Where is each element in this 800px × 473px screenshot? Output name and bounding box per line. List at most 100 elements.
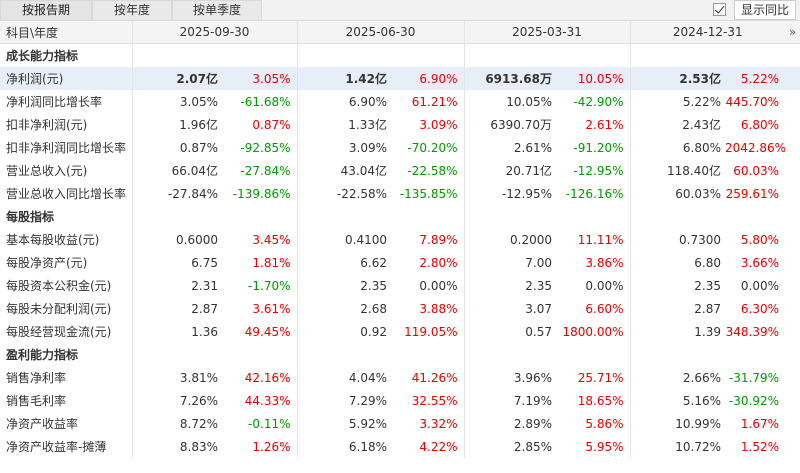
row-label: 营业总收入同比增长率 (6, 187, 127, 201)
table-row: 营业总收入同比增长率 -27.84% -139.86% -22.58% -135.85%… (0, 182, 800, 205)
value-cell: 2.89% (463, 412, 556, 435)
value-cell: 8.83% (131, 435, 222, 458)
value-cell: 2.68 (296, 297, 391, 320)
table-row: 销售毛利率 7.26% 44.33% 7.29% 32.55% 7.19% 18.65% 5.… (0, 389, 800, 412)
row-spacer (785, 412, 800, 435)
value-cell: 2.85% (463, 435, 556, 458)
row-label: 净利润同比增长率 (6, 95, 103, 109)
section-row: 每股指标 (0, 205, 800, 228)
section-row: 盈利能力指标 (0, 343, 800, 366)
value-cell: 10.05% (463, 90, 556, 113)
row-spacer (785, 274, 800, 297)
section-spacer (463, 343, 630, 366)
value-cell: 7.00 (463, 251, 556, 274)
yoy-change-cell: -42.90% (573, 94, 624, 109)
table-row: 营业总收入(元) 66.04亿 -27.84% 43.04亿 -22.58% 20.71亿… (0, 159, 800, 182)
value-cell: 5.22% (629, 90, 725, 113)
section-title: 成长能力指标 (6, 49, 79, 63)
yoy-change-cell: 1.67% (740, 416, 779, 431)
date-header-4: 2024-12-31 (629, 21, 785, 44)
yoy-change-cell: 3.32% (419, 416, 458, 431)
financial-table: 科目\年度 2025-09-30 2025-06-30 2025-03-31 2… (0, 21, 800, 458)
row-label: 每股经营现金流(元) (6, 325, 112, 339)
yoy-change-cell: -70.20% (407, 140, 458, 155)
yoy-change-cell: 4.22% (419, 439, 458, 454)
value-cell: 1.42亿 (296, 67, 391, 90)
yoy-change-cell: 3.61% (252, 301, 291, 316)
value-cell: 0.6000 (131, 228, 222, 251)
row-label: 营业总收入(元) (6, 164, 88, 178)
value-cell: 118.40亿 (629, 159, 725, 182)
yoy-change-cell: 25.71% (577, 370, 624, 385)
yoy-change-cell: 6.60% (585, 301, 624, 316)
tab-bar: 按报告期 按年度 按单季度 显示同比 (0, 0, 800, 21)
yoy-change-cell: 3.45% (252, 232, 291, 247)
compare-checkbox[interactable] (712, 3, 726, 16)
value-cell: 1.36 (131, 320, 222, 343)
yoy-change-cell: 7.89% (419, 232, 458, 247)
value-cell: 2.53亿 (629, 67, 725, 90)
yoy-change-cell: 6.30% (740, 301, 779, 316)
row-spacer (785, 297, 800, 320)
tab-by-quarter[interactable]: 按单季度 (172, 0, 262, 20)
yoy-change-cell: 0.00% (585, 278, 624, 293)
row-spacer (785, 159, 800, 182)
value-cell: 2.43亿 (629, 113, 725, 136)
compare-button[interactable]: 显示同比 (733, 0, 796, 20)
table-row: 扣非净利润(元) 1.96亿 0.87% 1.33亿 3.09% 6390.70万 2.61… (0, 113, 800, 136)
yoy-change-cell: 1.26% (252, 439, 291, 454)
yoy-change-cell: 1800.00% (562, 324, 624, 339)
row-label: 扣非净利润同比增长率 (6, 141, 127, 155)
value-cell: 2.87 (629, 297, 725, 320)
section-spacer (629, 343, 785, 366)
yoy-change-cell: 6.90% (391, 67, 464, 90)
next-page-icon[interactable]: » (785, 21, 800, 44)
yoy-change-cell: 5.95% (585, 439, 624, 454)
yoy-change-cell: 0.87% (252, 117, 291, 132)
section-row: 成长能力指标 (0, 43, 800, 68)
yoy-change-cell: 119.05% (404, 324, 458, 339)
value-cell: 6390.70万 (463, 113, 556, 136)
table-row: 净资产收益率 8.72% -0.11% 5.92% 3.32% 2.89% 5.86% 10.… (0, 412, 800, 435)
value-cell: 6.80 (629, 251, 725, 274)
yoy-change-cell: 259.61% (725, 186, 779, 201)
date-header-3: 2025-03-31 (463, 21, 630, 44)
section-spacer (131, 343, 297, 366)
yoy-change-cell: 3.05% (222, 67, 297, 90)
value-cell: 3.81% (131, 366, 222, 389)
section-spacer (463, 205, 630, 228)
yoy-change-cell: 49.45% (244, 324, 291, 339)
value-cell: 6.75 (131, 251, 222, 274)
tab-by-year[interactable]: 按年度 (92, 0, 172, 20)
yoy-change-cell: -135.85% (399, 186, 458, 201)
yoy-change-cell: 3.66% (740, 255, 779, 270)
yoy-change-cell: -30.92% (728, 393, 779, 408)
yoy-change-cell: 60.03% (733, 163, 779, 178)
row-spacer (785, 228, 800, 251)
yoy-change-cell: -31.79% (728, 370, 779, 385)
section-spacer (785, 343, 800, 366)
row-label: 每股资本公积金(元) (6, 279, 112, 293)
section-spacer (785, 44, 800, 68)
yoy-change-cell: 3.86% (585, 255, 624, 270)
section-spacer (629, 43, 785, 67)
table-row: 基本每股收益(元) 0.6000 3.45% 0.4100 7.89% 0.2000 11.… (0, 228, 800, 251)
value-cell: -12.95% (463, 182, 556, 205)
yoy-change-cell: 11.11% (577, 232, 624, 247)
yoy-change-cell: -92.85% (240, 140, 291, 155)
yoy-change-cell: -12.95% (573, 163, 624, 178)
section-spacer (296, 205, 464, 228)
yoy-change-cell: 2.61% (585, 117, 624, 132)
value-cell: 7.29% (296, 389, 391, 412)
yoy-change-cell: -139.86% (232, 186, 291, 201)
value-cell: 7.19% (463, 389, 556, 412)
yoy-change-cell: 41.26% (411, 370, 458, 385)
corner-header: 科目\年度 (0, 21, 132, 44)
yoy-change-cell: -1.70% (248, 278, 291, 293)
yoy-change-cell: 5.80% (740, 232, 779, 247)
table-row: 净利润同比增长率 3.05% -61.68% 6.90% 61.21% 10.05% -42… (0, 90, 800, 113)
yoy-change-cell: 0.00% (419, 278, 458, 293)
tab-by-report-period[interactable]: 按报告期 (0, 0, 92, 20)
row-spacer (785, 67, 800, 90)
value-cell: 2.07亿 (131, 67, 222, 90)
